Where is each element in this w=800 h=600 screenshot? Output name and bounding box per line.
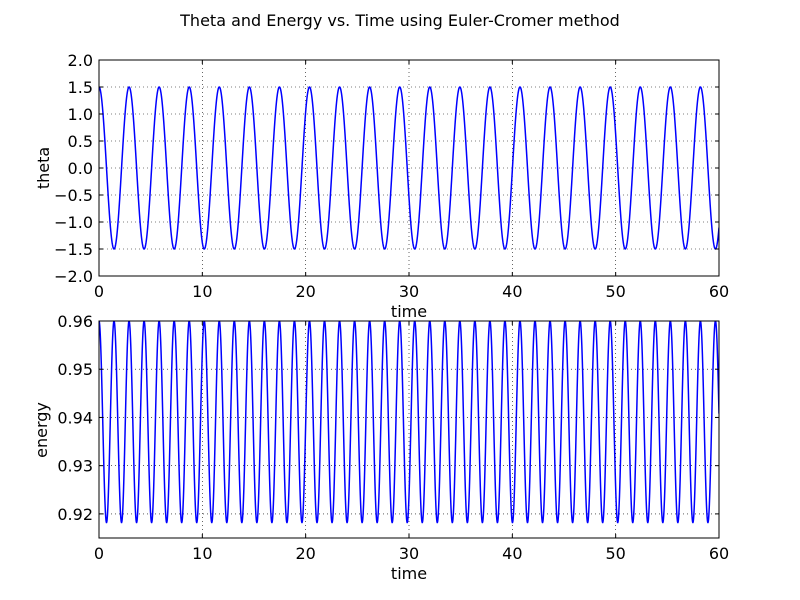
theta-subplot: 0 10 20 30 40 50 60 −2.0 −1.5 −1.0 −0.5 0.0 0.5 1.0 1.… xyxy=(34,51,729,321)
theta-x-tick-label: 60 xyxy=(709,282,729,301)
energy-x-tick-label: 50 xyxy=(605,544,625,563)
theta-x-tick-label: 0 xyxy=(94,282,104,301)
energy-y-tick-label: 0.92 xyxy=(57,505,93,524)
figure-title: Theta and Energy vs. Time using Euler-Cr… xyxy=(179,11,620,30)
theta-series-line xyxy=(99,86,719,250)
theta-y-tick-label: −1.0 xyxy=(54,213,93,232)
theta-y-tick-label: 1.5 xyxy=(68,78,93,97)
energy-x-tick-label: 40 xyxy=(502,544,522,563)
energy-x-tick-label: 10 xyxy=(192,544,212,563)
energy-x-tick-label: 60 xyxy=(709,544,729,563)
energy-y-tick-label: 0.95 xyxy=(57,360,93,379)
theta-y-tick-label: 0.5 xyxy=(68,132,93,151)
theta-y-tick-label: −0.5 xyxy=(54,186,93,205)
theta-ticks: 0 10 20 30 40 50 60 −2.0 −1.5 −1.0 −0.5 0.0 0.5 1.0 1.… xyxy=(54,51,729,301)
theta-y-tick-label: −1.5 xyxy=(54,240,93,259)
energy-x-tick-label: 20 xyxy=(295,544,315,563)
theta-y-axis-label: theta xyxy=(34,147,53,189)
theta-x-tick-label: 50 xyxy=(605,282,625,301)
theta-x-tick-label: 10 xyxy=(192,282,212,301)
theta-x-tick-label: 30 xyxy=(399,282,419,301)
energy-ticks: 0 10 20 30 40 50 60 0.92 0.93 0.94 0.95 0.96 xyxy=(57,312,729,563)
theta-y-tick-label: 1.0 xyxy=(68,105,93,124)
energy-series-line xyxy=(99,321,719,524)
energy-y-tick-label: 0.93 xyxy=(57,457,93,476)
theta-x-tick-label: 20 xyxy=(295,282,315,301)
energy-y-tick-label: 0.96 xyxy=(57,312,93,331)
theta-y-tick-label: 2.0 xyxy=(68,51,93,70)
energy-subplot: 0 10 20 30 40 50 60 0.92 0.93 0.94 0.95 0.96 time e… xyxy=(32,312,729,583)
energy-x-tick-label: 30 xyxy=(399,544,419,563)
energy-y-tick-label: 0.94 xyxy=(57,408,93,427)
theta-y-tick-label: −2.0 xyxy=(54,267,93,286)
energy-x-tick-label: 0 xyxy=(94,544,104,563)
theta-y-tick-label: 0.0 xyxy=(68,159,93,178)
energy-x-axis-label: time xyxy=(391,564,427,583)
theta-x-axis-label: time xyxy=(391,302,427,321)
energy-y-axis-label: energy xyxy=(32,402,51,458)
theta-x-tick-label: 40 xyxy=(502,282,522,301)
